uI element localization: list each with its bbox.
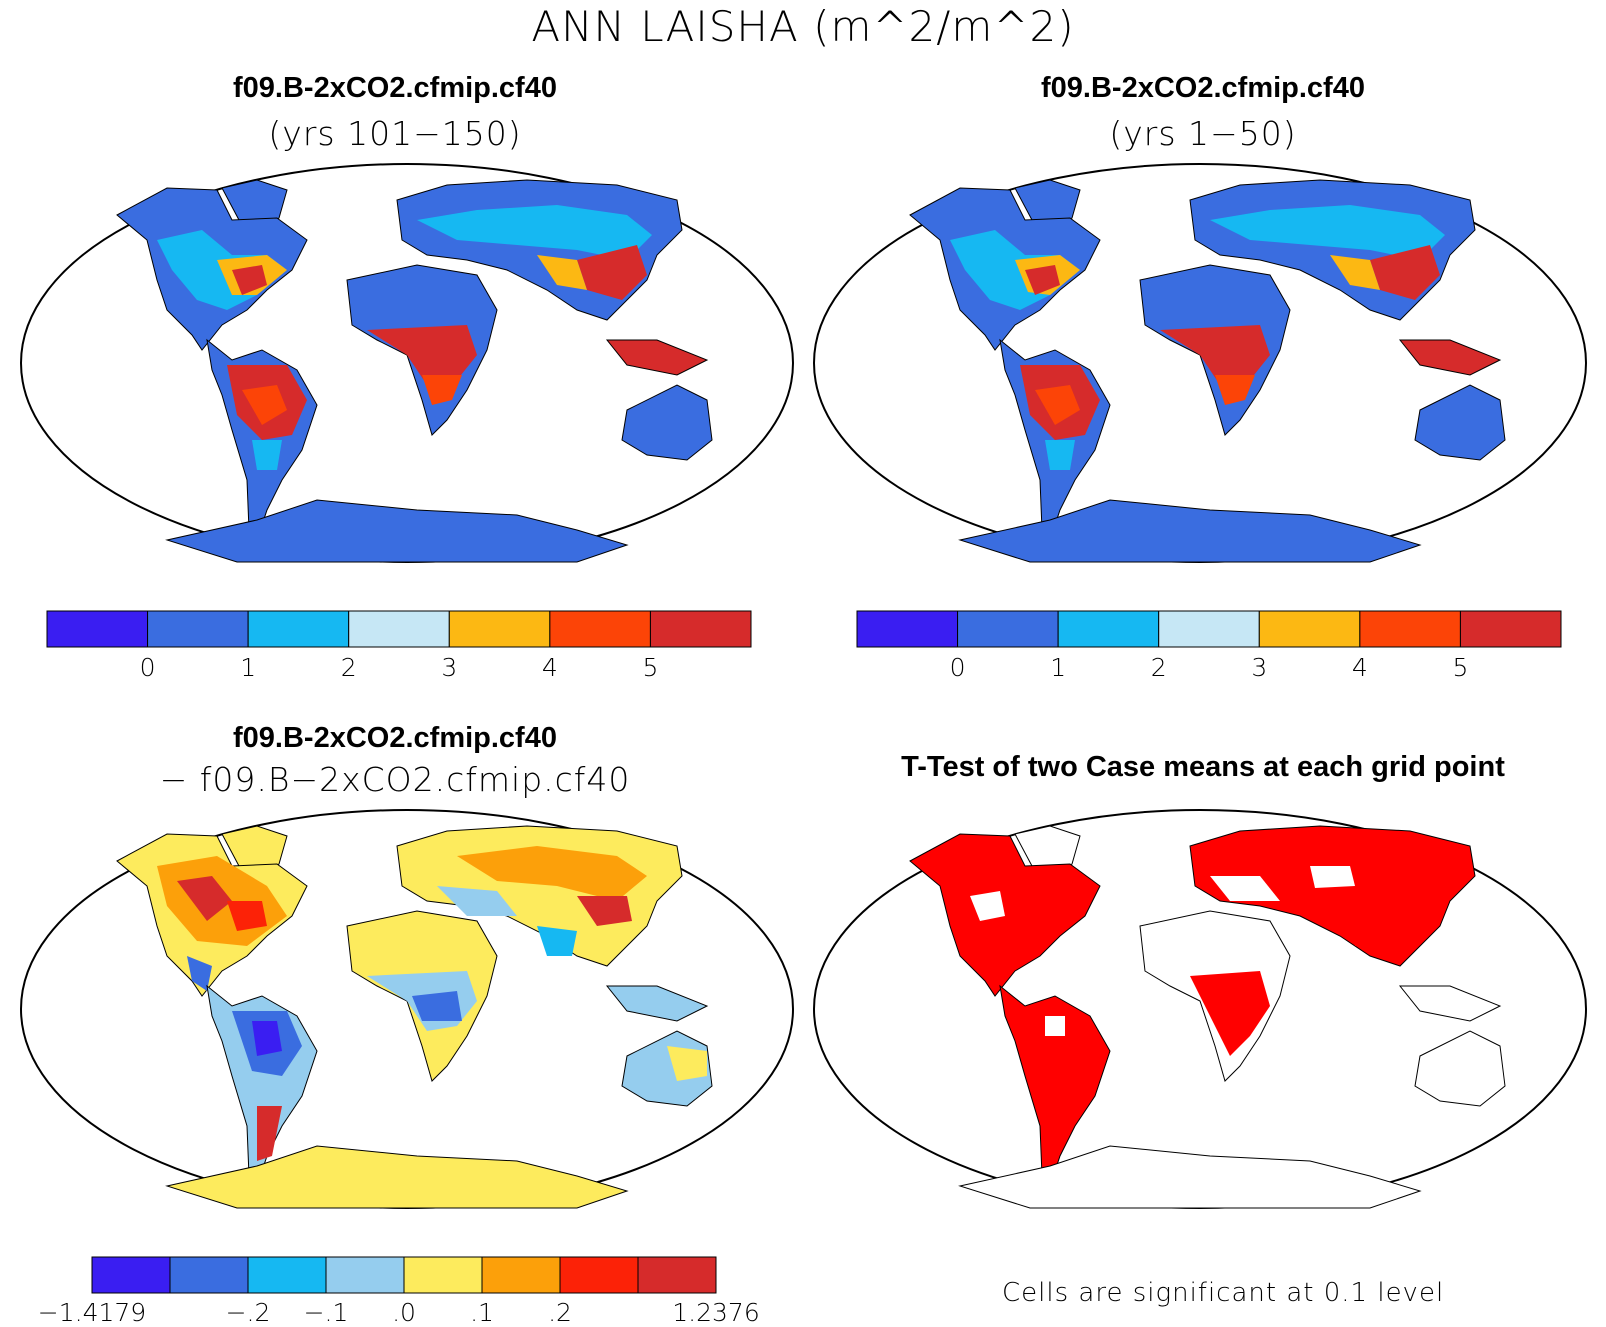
colorbar-swatch <box>559 1256 639 1294</box>
colorbar-swatch <box>957 610 1059 648</box>
colorbar-tick-label: 5 <box>1452 653 1468 682</box>
panel2-title: f09.B-2xCO2.cfmip.cf40 <box>1041 72 1365 104</box>
colorbar-swatch <box>46 610 149 648</box>
colorbar-swatch <box>481 1256 561 1294</box>
world-map-svg <box>813 809 1587 1209</box>
colorbar-tick-label: 3 <box>441 653 457 682</box>
panel3-title: f09.B-2xCO2.cfmip.cf40 <box>233 722 557 754</box>
panel1-subtitle: (yrs 101−150) <box>268 114 522 153</box>
colorbar-tick-label: .2 <box>548 1298 572 1326</box>
colorbar-swatch <box>247 610 350 648</box>
world-map-svg <box>20 163 794 563</box>
colorbar-swatch <box>637 1256 717 1294</box>
colorbar-svg: 0 1 2 3 4 5 <box>856 610 1562 682</box>
colorbar-swatch <box>549 610 651 648</box>
colorbar-tick-label: 1 <box>240 653 256 682</box>
colorbar-tick-label: .1 <box>470 1298 494 1326</box>
colorbar-tick-label: 0 <box>140 653 156 682</box>
map-panel-difference <box>17 806 797 1212</box>
colorbar-tick-label: 1.2376 <box>672 1298 759 1326</box>
main-title: ANN LAISHA (m^2/m^2) <box>531 2 1075 51</box>
colorbar-tick-label: 2 <box>341 653 357 682</box>
colorbar-swatch <box>169 1256 249 1294</box>
colorbar-tick-label: 0 <box>950 653 966 682</box>
world-map-svg <box>813 163 1587 563</box>
ttest-note: Cells are significant at 0.1 level <box>1002 1278 1445 1308</box>
colorbar-difference: −1.4179 −.2 −.1 .0 .1 .2 1.2376 <box>20 1256 780 1326</box>
panel2-subtitle: (yrs 1−50) <box>1109 114 1297 153</box>
colorbar-tick-label: 3 <box>1251 653 1267 682</box>
colorbar-tick-label: 4 <box>542 653 558 682</box>
colorbar-swatch <box>649 610 752 648</box>
map-panel-mean-101-150 <box>17 160 797 566</box>
colorbar-swatch <box>1459 610 1562 648</box>
colorbar-swatch <box>448 610 551 648</box>
colorbar-swatch <box>325 1256 405 1294</box>
colorbar-swatch <box>1057 610 1160 648</box>
colorbar-swatch <box>1359 610 1461 648</box>
panel3-subtitle: − f09.B−2xCO2.cfmip.cf40 <box>159 760 631 799</box>
colorbar-tick-label: 1 <box>1050 653 1066 682</box>
map-panel-ttest <box>810 806 1590 1212</box>
colorbar-top-right: 0 1 2 3 4 5 <box>856 610 1576 686</box>
colorbar-swatch <box>403 1256 483 1294</box>
colorbar-tick-label: 2 <box>1151 653 1167 682</box>
colorbar-swatch <box>856 610 959 648</box>
colorbar-svg: −1.4179 −.2 −.1 .0 .1 .2 1.2376 <box>38 1256 760 1326</box>
colorbar-svg: 0 1 2 3 4 5 <box>46 610 752 682</box>
colorbar-swatch <box>1158 610 1260 648</box>
colorbar-tick-label: −.2 <box>226 1298 271 1326</box>
world-map-svg <box>20 809 794 1209</box>
colorbar-tick-label: 5 <box>642 653 658 682</box>
colorbar-tick-label: −.1 <box>304 1298 349 1326</box>
colorbar-tick-label: −1.4179 <box>38 1298 146 1326</box>
map-panel-mean-1-50 <box>810 160 1590 566</box>
colorbar-swatch <box>91 1256 171 1294</box>
colorbar-top-left: 0 1 2 3 4 5 <box>46 610 766 686</box>
colorbar-swatch <box>348 610 450 648</box>
colorbar-swatch <box>247 1256 327 1294</box>
colorbar-tick-label: 4 <box>1352 653 1368 682</box>
colorbar-swatch <box>147 610 249 648</box>
colorbar-tick-label: .0 <box>392 1298 416 1326</box>
panel4-title: T-Test of two Case means at each grid po… <box>901 751 1505 783</box>
colorbar-swatch <box>1258 610 1361 648</box>
panel1-title: f09.B-2xCO2.cfmip.cf40 <box>233 72 557 104</box>
